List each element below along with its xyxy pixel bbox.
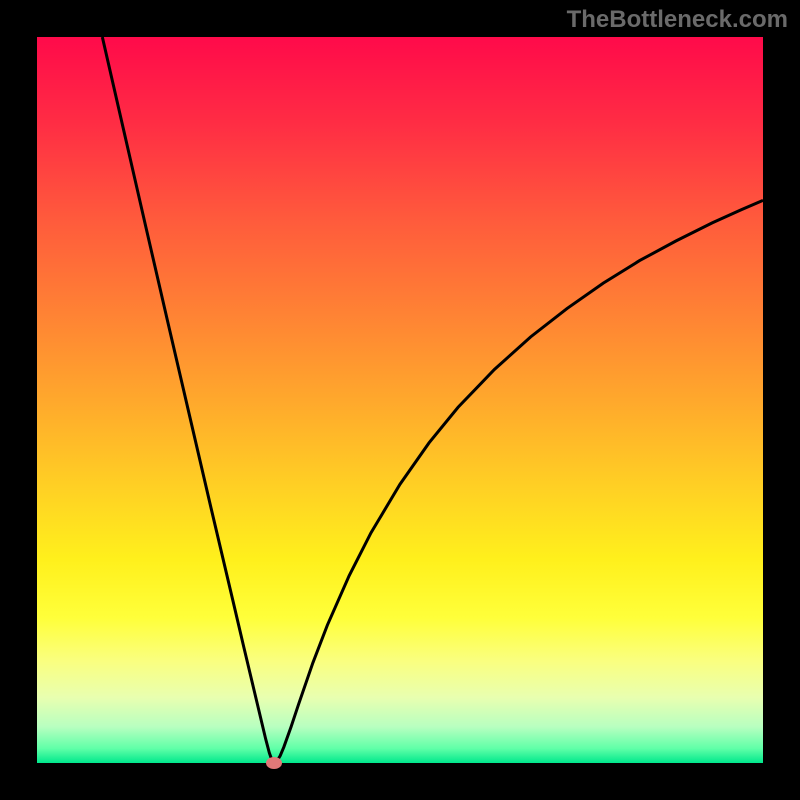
plot-area <box>37 37 763 763</box>
bottleneck-curve <box>37 37 763 763</box>
minimum-marker <box>266 757 282 769</box>
watermark-text: TheBottleneck.com <box>567 6 788 34</box>
